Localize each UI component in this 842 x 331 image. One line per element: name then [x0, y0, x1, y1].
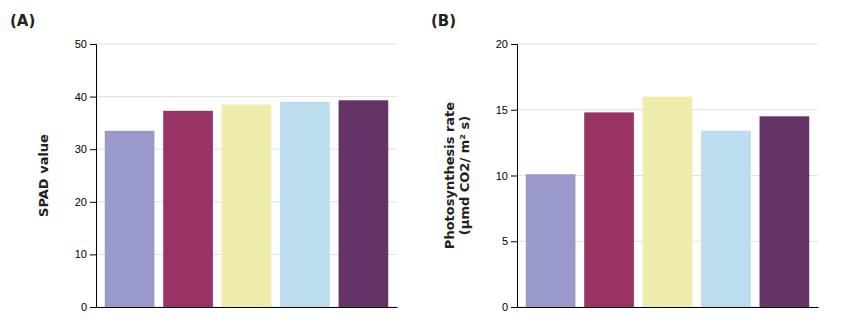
chart-root: 0 10 20 30 40 50 SPAD value (A) 0 5 10 15 20 Photosyn…	[0, 0, 842, 331]
bars	[526, 97, 809, 307]
bar	[643, 97, 693, 307]
tick: 20	[75, 196, 96, 208]
grid	[96, 44, 397, 307]
tick-label: 0	[502, 301, 508, 313]
panel-title: (A)	[10, 12, 35, 30]
y-axis-title: SPAD value	[36, 134, 51, 217]
axis-line	[90, 45, 97, 308]
tick-label: 15	[496, 104, 508, 116]
panel: 0 10 20 30 40 50 SPAD value (A)	[10, 12, 398, 313]
bar	[701, 131, 751, 307]
tick-mark	[90, 149, 96, 150]
bar	[222, 104, 272, 307]
tick-label: 30	[75, 143, 87, 155]
tick: 50	[75, 38, 96, 50]
axis-line	[511, 45, 518, 308]
tick: 30	[75, 143, 96, 155]
tick-label: 20	[75, 196, 87, 208]
tick-label: 50	[75, 38, 87, 50]
tick-mark	[511, 44, 517, 45]
panel: 0 5 10 15 20 Photosynthesis rate(μmd CO2/ m² …	[431, 12, 819, 313]
bar	[584, 112, 634, 307]
tick: 15	[496, 104, 517, 116]
axis-line	[97, 307, 398, 308]
tick-label: 5	[502, 235, 508, 247]
grid-line	[517, 44, 818, 45]
tick: 20	[496, 38, 517, 50]
y-axis-title: Photosynthesis rate(μmd CO2/ m² s)	[442, 102, 472, 249]
x-axis	[97, 307, 398, 308]
y-axis: 0 5 10 15 20	[496, 38, 518, 313]
panel-title: (B)	[431, 12, 456, 30]
bar	[526, 174, 576, 307]
tick: 0	[81, 301, 96, 313]
x-axis	[518, 307, 819, 308]
tick-label: 10	[496, 170, 508, 182]
tick: 0	[502, 301, 517, 313]
axis-line	[518, 307, 819, 308]
tick-label: 10	[75, 248, 87, 260]
grid-line	[96, 96, 397, 97]
grid-line	[96, 44, 397, 45]
bars	[105, 100, 388, 307]
y-axis: 0 10 20 30 40 50	[75, 38, 97, 313]
tick: 10	[496, 170, 517, 182]
tick-mark	[90, 97, 96, 98]
bar	[339, 100, 389, 307]
tick-label: 40	[75, 91, 87, 103]
bar	[163, 111, 213, 307]
tick-mark	[90, 44, 96, 45]
grid	[517, 44, 818, 307]
tick: 40	[75, 91, 96, 103]
tick-mark	[90, 202, 96, 203]
bar	[105, 131, 155, 307]
tick-mark	[511, 241, 517, 242]
tick: 10	[75, 248, 96, 260]
tick-mark	[90, 254, 96, 255]
tick-mark	[90, 307, 96, 308]
bar	[280, 102, 330, 307]
tick-label: 20	[496, 38, 508, 50]
tick-mark	[511, 110, 517, 111]
tick: 5	[502, 235, 517, 247]
tick-mark	[511, 176, 517, 177]
tick-mark	[511, 307, 517, 308]
bar	[760, 116, 810, 307]
tick-label: 0	[81, 301, 87, 313]
